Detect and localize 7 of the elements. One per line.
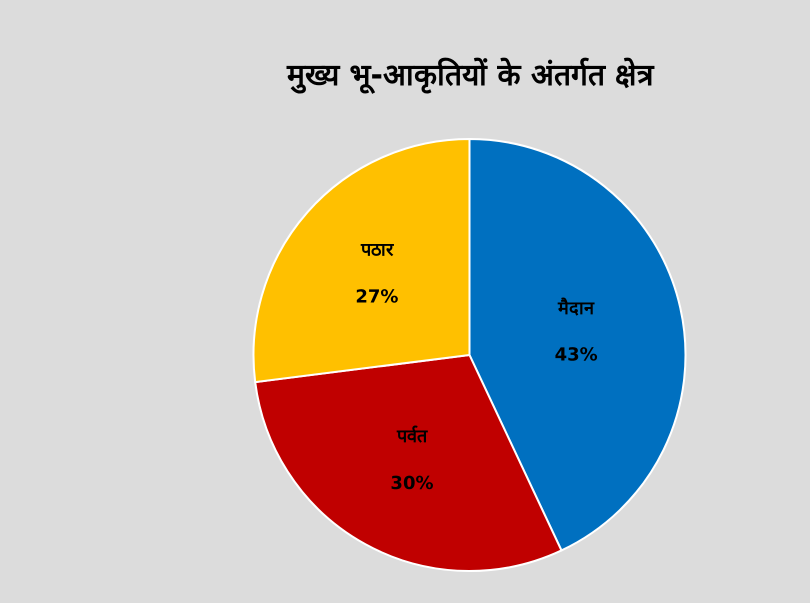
slice-label: पर्वत	[396, 425, 428, 448]
data-label: 27%	[355, 286, 398, 308]
chart-title: मुख्य भू-आकृतियों के अंतर्गत क्षेत्र	[286, 57, 656, 94]
data-label: 30%	[390, 473, 434, 494]
slice-label: पठार	[360, 239, 394, 260]
slice-label: मैदान	[557, 296, 596, 319]
data-label: 43%	[554, 344, 598, 366]
